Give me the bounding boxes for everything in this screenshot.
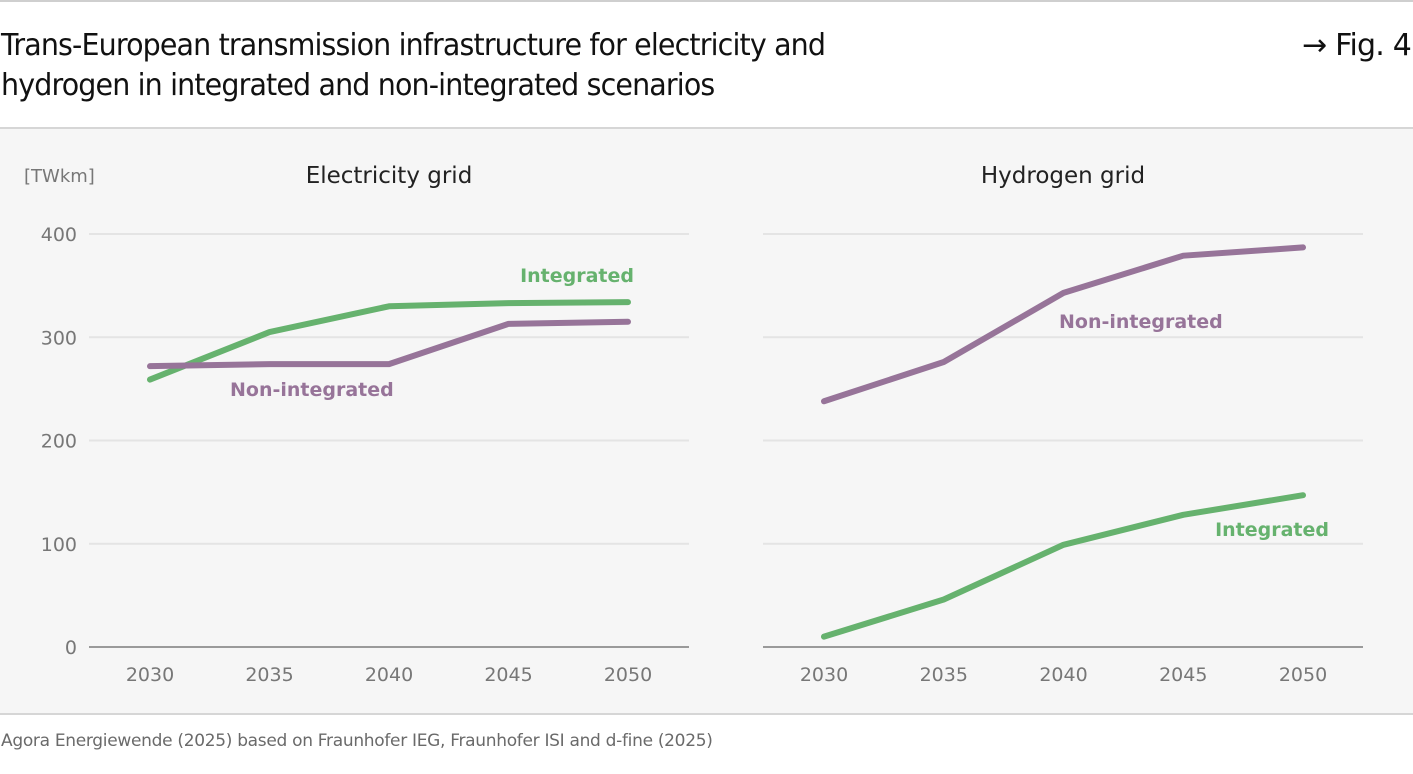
y-tick-label: 300 — [41, 327, 77, 349]
hydrogen-grid-non-integrated-line — [821, 244, 1306, 405]
y-tick-label: 100 — [41, 534, 77, 556]
top-rule — [0, 0, 1413, 2]
electricity-grid-title: Electricity grid — [306, 163, 473, 189]
electricity-grid-integrated-line — [147, 299, 631, 383]
electricity-grid-non-integrated-line — [147, 318, 631, 370]
y-tick-label: 200 — [41, 431, 77, 453]
electricity-grid-integrated-label: Integrated — [520, 265, 634, 287]
electricity-grid-x-tick-label: 2035 — [245, 664, 293, 686]
y-tick-label: 0 — [65, 637, 77, 659]
y-tick-label: 400 — [41, 224, 77, 246]
y-axis-unit-label: [TWkm] — [24, 166, 95, 187]
electricity-grid-x-tick-label: 2040 — [365, 664, 413, 686]
electricity-grid-x-tick-label: 2045 — [484, 664, 532, 686]
hydrogen-grid-integrated-label: Integrated — [1215, 519, 1329, 541]
hydrogen-grid-non-integrated-label: Non-integrated — [1059, 311, 1223, 333]
figure-title: Trans-European transmission infrastructu… — [1, 26, 826, 106]
figure-reference-link[interactable]: → Fig. 4 — [1302, 28, 1412, 63]
hydrogen-grid-x-tick-label: 2050 — [1279, 664, 1327, 686]
hydrogen-grid-x-tick-label: 2045 — [1159, 664, 1207, 686]
figure-title-line-1: Trans-European transmission infrastructu… — [1, 28, 826, 63]
hydrogen-grid-x-tick-label: 2035 — [920, 664, 968, 686]
hydrogen-grid-x-tick-label: 2030 — [800, 664, 848, 686]
chart-panel — [0, 127, 1413, 715]
electricity-grid-x-tick-label: 2050 — [604, 664, 652, 686]
source-note: Agora Energiewende (2025) based on Fraun… — [1, 731, 713, 751]
electricity-grid-non-integrated-label: Non-integrated — [230, 379, 394, 401]
electricity-grid-x-tick-label: 2030 — [126, 664, 174, 686]
hydrogen-grid-title: Hydrogen grid — [981, 163, 1145, 189]
hydrogen-grid-integrated-line — [821, 492, 1306, 640]
hydrogen-grid-x-tick-label: 2040 — [1039, 664, 1087, 686]
figure-title-line-2: hydrogen in integrated and non-integrate… — [1, 68, 715, 103]
